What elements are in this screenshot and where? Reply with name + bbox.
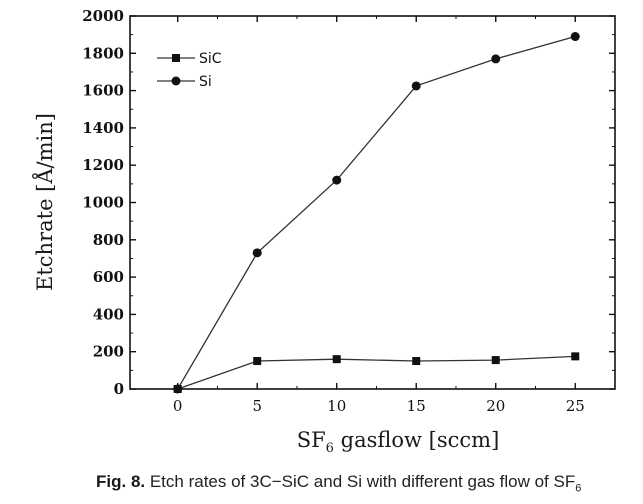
legend-sic-label: SiC bbox=[199, 51, 222, 67]
y-tick-label: 1000 bbox=[82, 194, 124, 212]
y-tick-label: 1400 bbox=[82, 119, 124, 137]
y-tick-label: 1800 bbox=[82, 44, 124, 62]
x-tick-label: 20 bbox=[486, 397, 505, 415]
series-sic-point bbox=[491, 356, 500, 365]
series-si-point bbox=[570, 32, 580, 42]
x-tick-label: 5 bbox=[252, 397, 262, 415]
series-sic-point bbox=[253, 357, 262, 366]
plot-area bbox=[129, 15, 616, 390]
y-tick-label: 800 bbox=[93, 231, 124, 249]
x-axis-label-main: SF bbox=[297, 428, 326, 452]
y-axis-ticks: 0 200 400 600 800 1000 1200 1400 1600 1800 2000 bbox=[82, 7, 615, 398]
y-tick-label: 2000 bbox=[82, 7, 124, 25]
x-tick-label: 10 bbox=[327, 397, 346, 415]
y-axis-label: Etchrate [Å/min] bbox=[32, 113, 57, 291]
series-si-point bbox=[173, 384, 183, 394]
legend-si-label: Si bbox=[199, 74, 212, 90]
x-tick-label: 25 bbox=[566, 397, 585, 415]
series-si bbox=[173, 32, 580, 394]
x-axis-label-rest: gasflow [sccm] bbox=[334, 428, 499, 452]
series-sic-point bbox=[332, 355, 341, 364]
x-tick-label: 0 bbox=[173, 397, 183, 415]
series-si-point bbox=[332, 175, 342, 185]
x-axis-ticks: 0 5 10 15 20 25 bbox=[173, 16, 585, 415]
x-axis-label: SF6 gasflow [sccm] bbox=[297, 428, 500, 456]
plot-frame bbox=[129, 15, 616, 390]
series-sic-point bbox=[412, 357, 421, 366]
y-tick-label: 200 bbox=[93, 343, 124, 361]
x-axis-label-sub: 6 bbox=[326, 441, 334, 456]
series-si-point bbox=[491, 54, 501, 64]
caption-figure-number: Fig. 8. bbox=[96, 472, 146, 491]
series-si-point bbox=[252, 248, 262, 258]
caption-subscript: 6 bbox=[575, 482, 582, 495]
legend-sic-marker bbox=[172, 54, 180, 62]
y-tick-label: 600 bbox=[93, 268, 124, 286]
legend-si-marker bbox=[171, 76, 181, 86]
series-si-point bbox=[411, 81, 421, 91]
chart: 0 200 400 600 800 1000 1200 1400 1600 1800 2000 0 5… bbox=[32, 7, 616, 456]
series-sic-line bbox=[177, 355, 576, 390]
series-si-line bbox=[177, 35, 576, 390]
figure-caption: Fig. 8. Etch rates of 3C−SiC and Si with… bbox=[96, 466, 636, 498]
series-layer bbox=[173, 32, 580, 394]
y-tick-label: 1600 bbox=[82, 82, 124, 100]
legend: SiC Si bbox=[157, 51, 222, 90]
y-tick-label: 0 bbox=[114, 380, 124, 398]
series-sic-point bbox=[571, 352, 580, 361]
caption-text: Etch rates of 3C−SiC and Si with differe… bbox=[145, 472, 576, 491]
x-tick-label: 15 bbox=[407, 397, 426, 415]
y-tick-label: 1200 bbox=[82, 156, 124, 174]
y-tick-label: 400 bbox=[93, 305, 124, 323]
